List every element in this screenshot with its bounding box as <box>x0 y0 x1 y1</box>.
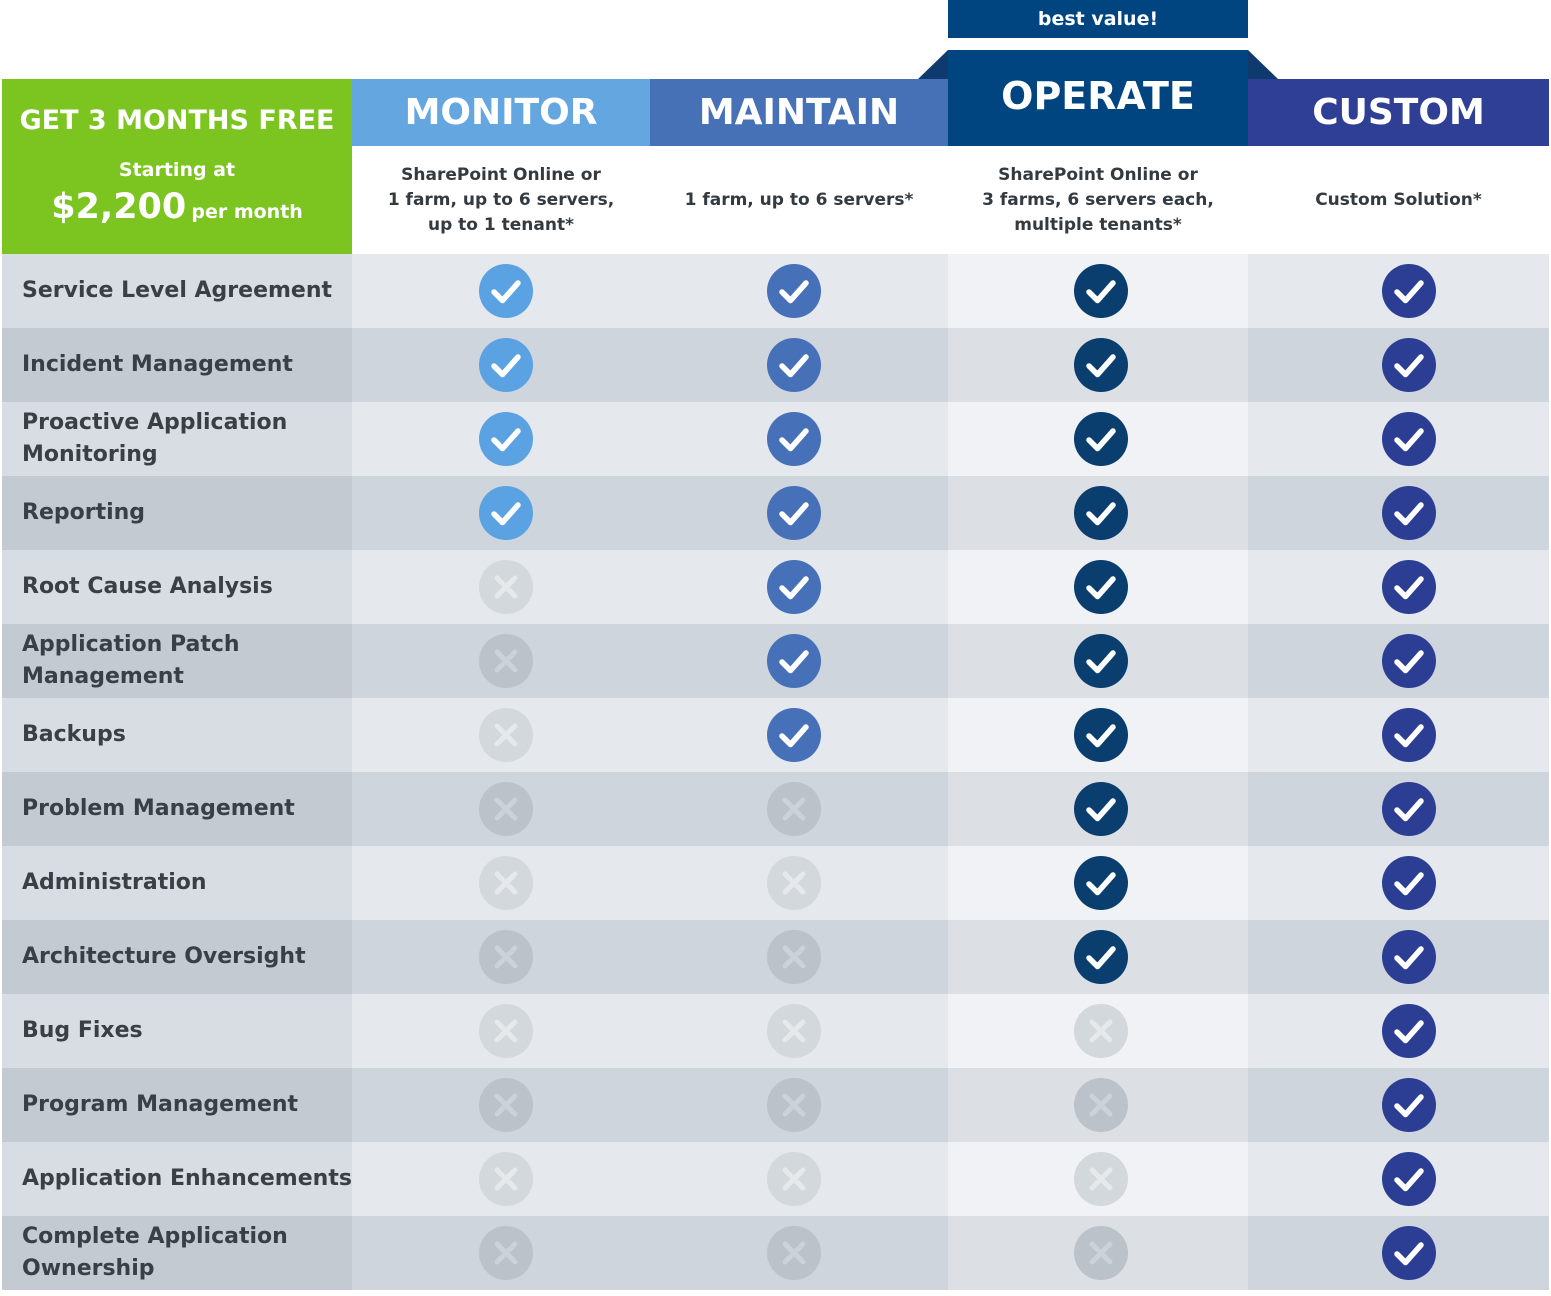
check-icon <box>767 338 821 392</box>
check-icon <box>1074 412 1128 466</box>
badge-wing-left <box>918 50 948 79</box>
check-icon <box>1074 560 1128 614</box>
feature-label: Service Level Agreement <box>2 254 352 328</box>
cross-icon <box>479 856 533 910</box>
cross-icon <box>479 1152 533 1206</box>
check-icon <box>1382 486 1436 540</box>
check-icon <box>1382 930 1436 984</box>
check-icon <box>1074 634 1128 688</box>
cross-icon <box>479 560 533 614</box>
check-icon <box>1382 634 1436 688</box>
cross-icon <box>767 1226 821 1280</box>
cross-icon <box>479 1004 533 1058</box>
check-icon <box>1074 708 1128 762</box>
check-icon <box>1074 338 1128 392</box>
cross-icon <box>767 782 821 836</box>
check-icon <box>1074 782 1128 836</box>
promo-headline: GET 3 MONTHS FREE <box>19 105 335 136</box>
plan-header-monitor: MONITOR <box>352 79 650 146</box>
feature-label: Architecture Oversight <box>2 920 352 994</box>
check-icon <box>767 634 821 688</box>
feature-label: Incident Management <box>2 328 352 402</box>
check-icon <box>767 412 821 466</box>
feature-label: Problem Management <box>2 772 352 846</box>
promo-per-month: per month <box>191 201 303 223</box>
cross-icon <box>767 1078 821 1132</box>
feature-label: Reporting <box>2 476 352 550</box>
cross-icon <box>767 856 821 910</box>
promo-price: $2,200 <box>51 187 187 227</box>
check-icon <box>1382 1004 1436 1058</box>
check-icon <box>1382 264 1436 318</box>
check-icon <box>479 412 533 466</box>
check-icon <box>767 264 821 318</box>
feature-label: Proactive Application Monitoring <box>2 402 352 476</box>
check-icon <box>1382 782 1436 836</box>
cross-icon <box>479 634 533 688</box>
cross-icon <box>1074 1078 1128 1132</box>
check-icon <box>1382 1152 1436 1206</box>
promo-starting-label: Starting at <box>118 159 236 181</box>
feature-label: Root Cause Analysis <box>2 550 352 624</box>
cross-icon <box>1074 1004 1128 1058</box>
best-value-badge: best value! <box>948 0 1248 38</box>
cross-icon <box>479 930 533 984</box>
cross-icon <box>767 1152 821 1206</box>
plan-description-maintain: 1 farm, up to 6 servers* <box>684 189 914 210</box>
check-icon <box>1382 856 1436 910</box>
check-icon <box>1382 560 1436 614</box>
check-icon <box>1382 1078 1436 1132</box>
plan-description-monitor: SharePoint Online or 1 farm, up to 6 ser… <box>387 164 615 235</box>
feature-label: Bug Fixes <box>2 994 352 1068</box>
check-icon <box>1382 1226 1436 1280</box>
plan-header-operate: OPERATE <box>948 50 1248 146</box>
check-icon <box>767 486 821 540</box>
feature-label: Application Patch Management <box>2 624 352 698</box>
cross-icon <box>1074 1152 1128 1206</box>
cross-icon <box>479 708 533 762</box>
check-icon <box>1382 412 1436 466</box>
plan-header-maintain: MAINTAIN <box>650 79 948 146</box>
plan-description-operate: SharePoint Online or 3 farms, 6 servers … <box>982 164 1214 235</box>
badge-wing-right <box>1248 50 1278 79</box>
feature-label: Application Enhancements <box>2 1142 352 1216</box>
check-icon <box>1382 338 1436 392</box>
check-icon <box>1074 930 1128 984</box>
check-icon <box>479 486 533 540</box>
cross-icon <box>767 1004 821 1058</box>
check-icon <box>1074 264 1128 318</box>
cross-icon <box>479 782 533 836</box>
check-icon <box>767 560 821 614</box>
check-icon <box>767 708 821 762</box>
promo-price-line: $2,200 per month <box>2 187 352 227</box>
check-icon <box>479 338 533 392</box>
cross-icon <box>479 1078 533 1132</box>
feature-label: Complete Application Ownership <box>2 1216 352 1290</box>
check-icon <box>1074 486 1128 540</box>
check-icon <box>1382 708 1436 762</box>
plan-header-custom: CUSTOM <box>1248 79 1549 146</box>
plan-description-custom: Custom Solution* <box>1315 189 1482 210</box>
feature-label: Administration <box>2 846 352 920</box>
cross-icon <box>479 1226 533 1280</box>
feature-label: Backups <box>2 698 352 772</box>
cross-icon <box>767 930 821 984</box>
cross-icon <box>1074 1226 1128 1280</box>
check-icon <box>479 264 533 318</box>
check-icon <box>1074 856 1128 910</box>
promo-panel: GET 3 MONTHS FREE Starting at $2,200 per… <box>2 79 352 254</box>
feature-label: Program Management <box>2 1068 352 1142</box>
